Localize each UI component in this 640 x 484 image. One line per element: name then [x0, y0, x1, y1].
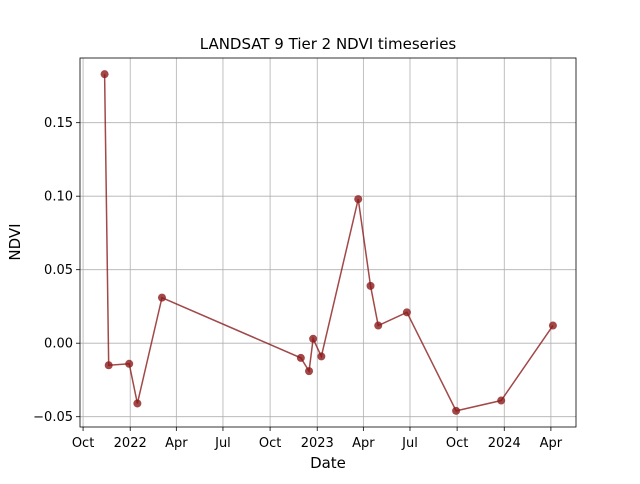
- y-tick-label: 0.05: [44, 263, 73, 278]
- x-axis-label: Date: [310, 454, 346, 472]
- ndvi-data-point: [309, 334, 318, 343]
- ndvi-series-line: [103, 74, 554, 412]
- series-layer: [100, 70, 557, 415]
- x-tick-label: Jul: [401, 436, 418, 451]
- ndvi-data-point: [317, 352, 326, 361]
- ndvi-data-point: [125, 359, 134, 368]
- ndvi-data-point: [157, 293, 166, 302]
- y-tick-label: 0.15: [44, 116, 73, 131]
- x-tick-label: Oct: [259, 436, 281, 451]
- x-tick-label: Apr: [165, 436, 188, 451]
- ndvi-data-point: [366, 281, 375, 290]
- ndvi-data-point: [133, 399, 142, 408]
- x-tick-label: Jul: [214, 436, 231, 451]
- y-tick-label: 0.10: [44, 190, 73, 205]
- chart-title: LANDSAT 9 Tier 2 NDVI timeseries: [200, 35, 457, 53]
- ndvi-data-point: [305, 367, 314, 376]
- ndvi-data-point: [497, 396, 506, 405]
- x-tick-label: Oct: [446, 436, 468, 451]
- x-axis-ticks: Oct 2022 Apr Jul Oct 2023 Apr Jul Oct 2024 Apr: [72, 427, 563, 451]
- ndvi-data-point: [548, 321, 557, 330]
- ndvi-data-point: [354, 195, 363, 204]
- ndvi-data-point: [100, 70, 109, 79]
- ndvi-data-point: [104, 361, 113, 370]
- x-tick-label: Apr: [352, 436, 375, 451]
- y-axis-label: NDVI: [6, 223, 24, 260]
- x-tick-label: 2022: [114, 436, 147, 451]
- x-tick-label: 2024: [488, 436, 521, 451]
- plot-frame: [79, 57, 577, 428]
- ndvi-data-point: [296, 353, 305, 362]
- y-tick-label: −0.05: [33, 410, 73, 425]
- ndvi-data-point: [374, 321, 383, 330]
- x-tick-label: Apr: [540, 436, 563, 451]
- y-axis-ticks: −0.05 0.00 0.05 0.10 0.15: [33, 116, 80, 425]
- x-tick-label: 2023: [301, 436, 334, 451]
- grid-lines: [80, 58, 576, 427]
- ndvi-data-point: [402, 308, 411, 317]
- y-tick-label: 0.00: [44, 337, 73, 352]
- x-tick-label: Oct: [72, 436, 94, 451]
- ndvi-data-point: [452, 406, 461, 415]
